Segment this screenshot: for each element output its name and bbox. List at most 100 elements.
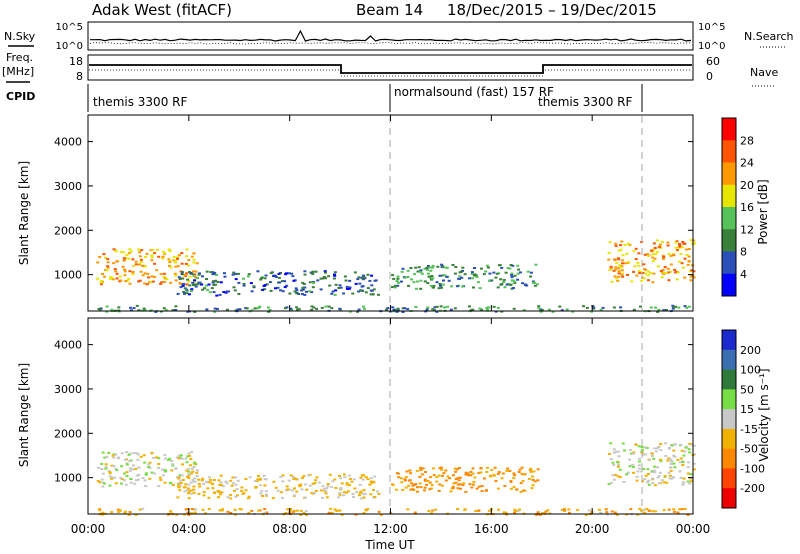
echo-cell [513, 474, 517, 477]
echo-cell [429, 277, 433, 279]
echo-cell [220, 491, 224, 494]
echo-cell [592, 307, 596, 310]
echo-cell [132, 464, 135, 467]
echo-cell [672, 510, 676, 513]
echo-cell [609, 265, 613, 268]
echo-cell [181, 463, 184, 466]
echo-cell [346, 490, 350, 493]
echo-cell [447, 279, 451, 282]
echo-cell [358, 491, 362, 494]
echo-cell [180, 474, 184, 477]
echo-cell [161, 255, 165, 258]
echo-cell [617, 272, 621, 275]
echo-cell [415, 469, 419, 472]
echo-cell [105, 269, 109, 272]
echo-cell [442, 472, 446, 475]
echo-cell [176, 257, 179, 260]
echo-cell [607, 258, 611, 261]
echo-cell [444, 479, 448, 482]
echo-cell [504, 271, 508, 274]
echo-cell [171, 309, 175, 312]
echo-cell [690, 269, 694, 272]
echo-cell [620, 240, 624, 243]
echo-cell [617, 455, 621, 458]
echo-cell [673, 443, 677, 446]
echo-cell [372, 288, 376, 291]
echo-cell [170, 460, 174, 462]
echo-cell [343, 275, 347, 278]
echo-cell [193, 279, 197, 282]
echo-cell [345, 482, 349, 485]
echo-cell [144, 485, 148, 487]
echo-cell [235, 488, 239, 491]
echo-cell [135, 304, 139, 307]
echo-cell [202, 494, 206, 497]
echo-cell [418, 482, 422, 485]
echo-cell [509, 264, 513, 266]
echo-cell [197, 483, 201, 485]
echo-cell [176, 477, 180, 480]
echo-cell [149, 249, 153, 252]
echo-cell [252, 285, 256, 288]
echo-cell [627, 261, 631, 263]
echo-cell [681, 461, 685, 464]
echo-cell [500, 310, 504, 313]
echo-cell [644, 453, 648, 456]
echo-cell [449, 490, 453, 493]
colorbar-swatch [722, 428, 736, 450]
echo-cell [474, 274, 478, 277]
echo-cell [539, 310, 543, 313]
echo-cell [178, 474, 182, 477]
echo-cell [289, 307, 293, 310]
echo-cell [208, 478, 212, 481]
echo-cell [269, 289, 273, 292]
echo-cell [640, 448, 644, 451]
echo-cell [463, 508, 467, 511]
echo-cell [342, 494, 346, 497]
echo-cell [510, 274, 514, 277]
beam-title: Beam 14 [356, 1, 423, 19]
echo-cell [453, 467, 457, 470]
echo-cell [614, 268, 618, 271]
noise-axis-right-top: 10^5 [698, 22, 725, 33]
echo-cell [678, 508, 682, 511]
echo-cell [456, 483, 460, 486]
echo-cell [96, 261, 100, 264]
echo-cell [274, 276, 278, 278]
echo-cell [357, 290, 361, 293]
echo-cell [392, 277, 396, 280]
echo-cell [308, 290, 312, 293]
echo-cell [532, 282, 536, 284]
echo-cell [369, 493, 373, 496]
echo-cell [440, 468, 444, 471]
echo-cell [229, 494, 232, 497]
echo-cell [116, 508, 120, 511]
echo-cell [414, 306, 418, 308]
echo-cell [330, 511, 334, 514]
echo-cell [149, 280, 152, 283]
echo-cell [229, 479, 233, 482]
echo-cell [147, 276, 151, 279]
echo-cell [333, 478, 337, 481]
x-tick-label: 00:00 [71, 522, 106, 536]
echo-cell [293, 487, 296, 490]
echo-cell [129, 481, 133, 484]
echo-cell [190, 272, 194, 275]
echo-cell [133, 482, 137, 485]
echo-cell [659, 443, 663, 445]
echo-cell [194, 276, 198, 279]
echo-cell [582, 305, 586, 308]
echo-cell [687, 461, 691, 464]
echo-cell [406, 508, 410, 511]
echo-cell [174, 274, 178, 277]
echo-cell [283, 286, 287, 289]
echo-cell [615, 461, 619, 464]
echo-cell [184, 508, 188, 511]
echo-cell [169, 281, 173, 284]
echo-cell [625, 473, 629, 476]
echo-cell [353, 271, 357, 274]
echo-cell [333, 273, 336, 276]
echo-cell [125, 253, 129, 256]
echo-cell [207, 283, 211, 286]
